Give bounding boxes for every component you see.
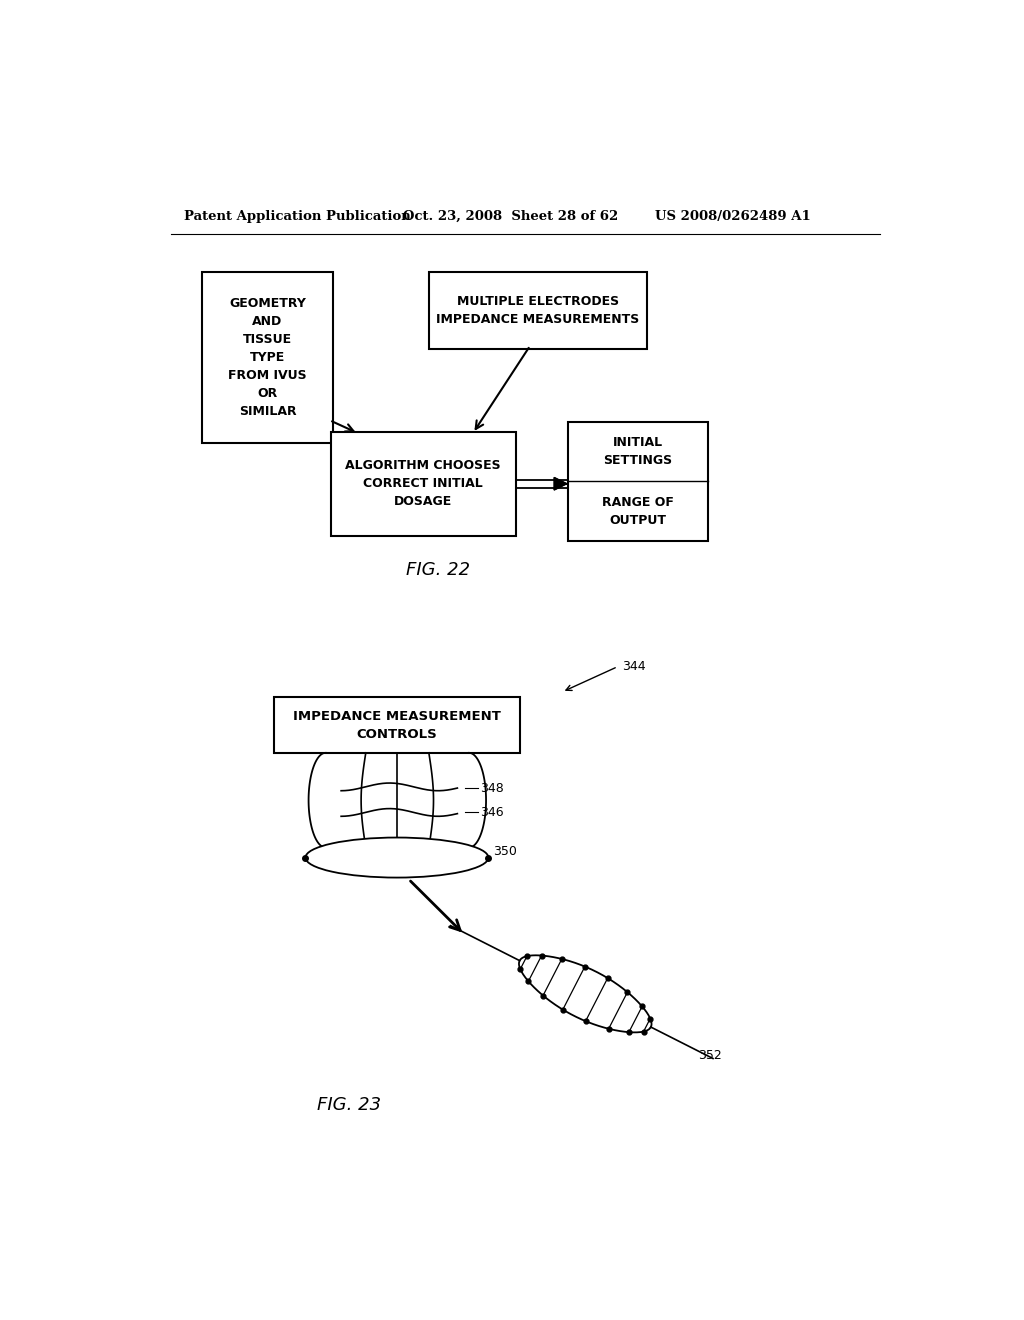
Text: Oct. 23, 2008  Sheet 28 of 62: Oct. 23, 2008 Sheet 28 of 62 [403,210,618,223]
Text: RANGE OF
OUTPUT: RANGE OF OUTPUT [602,496,674,527]
Bar [568,422,708,541]
Text: 350: 350 [493,845,517,858]
Text: INITIAL
SETTINGS: INITIAL SETTINGS [603,436,673,467]
Polygon shape [554,478,566,490]
Text: ALGORITHM CHOOSES
CORRECT INITIAL
DOSAGE: ALGORITHM CHOOSES CORRECT INITIAL DOSAGE [345,459,501,508]
Text: 348: 348 [480,781,504,795]
Bar [429,272,647,350]
Text: 344: 344 [622,660,645,673]
Text: MULTIPLE ELECTRODES
IMPEDANCE MEASUREMENTS: MULTIPLE ELECTRODES IMPEDANCE MEASUREMEN… [436,296,640,326]
Ellipse shape [305,838,488,878]
Text: FIG. 23: FIG. 23 [316,1097,381,1114]
Text: IMPEDANCE MEASUREMENT
CONTROLS: IMPEDANCE MEASUREMENT CONTROLS [293,710,501,741]
Text: 346: 346 [480,807,504,818]
Text: GEOMETRY
AND
TISSUE
TYPE
FROM IVUS
OR
SIMILAR: GEOMETRY AND TISSUE TYPE FROM IVUS OR SI… [228,297,307,418]
Bar [273,697,520,752]
Text: 352: 352 [698,1049,722,1063]
Text: US 2008/0262489 A1: US 2008/0262489 A1 [655,210,811,223]
Bar [331,432,515,536]
Text: FIG. 22: FIG. 22 [406,561,470,579]
Bar [202,272,334,444]
Text: Patent Application Publication: Patent Application Publication [183,210,411,223]
